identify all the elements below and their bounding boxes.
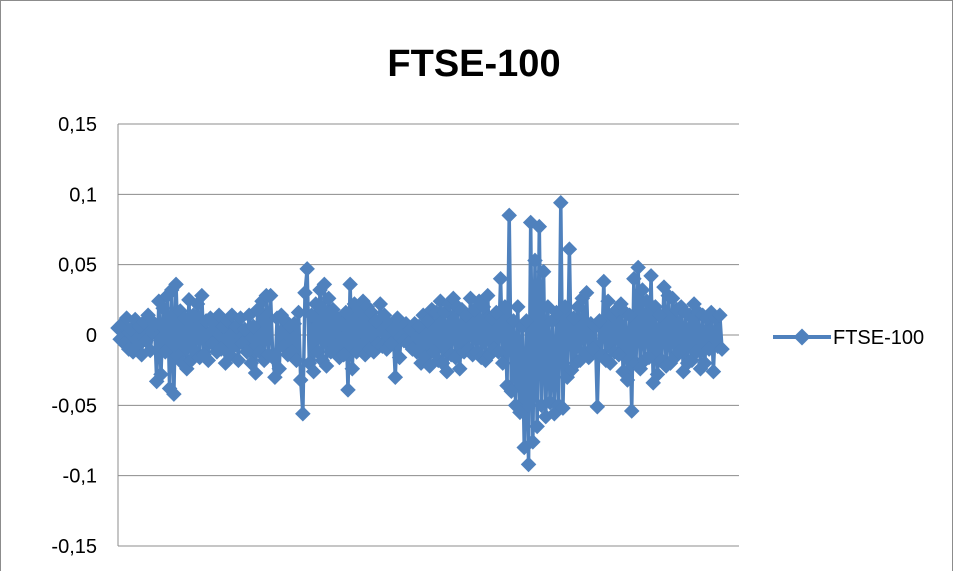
data-point xyxy=(295,405,311,422)
data-point xyxy=(245,318,262,335)
data-point xyxy=(342,276,358,293)
data-point xyxy=(553,194,569,211)
chart-title: FTSE-100 xyxy=(387,43,560,85)
data-point xyxy=(643,268,659,284)
data-point xyxy=(387,369,404,385)
data-point xyxy=(194,287,210,304)
data-point xyxy=(520,456,537,473)
legend: FTSE-100 xyxy=(773,327,924,349)
legend-label: FTSE-100 xyxy=(833,327,924,349)
data-point xyxy=(157,344,174,360)
data-point xyxy=(142,342,159,359)
y-tick-label: -0,05 xyxy=(51,395,97,417)
y-tick-label: 0,15 xyxy=(58,114,97,136)
data-point xyxy=(596,273,612,290)
data-point xyxy=(230,352,247,369)
legend-marker xyxy=(793,328,811,346)
data-point xyxy=(340,382,356,398)
y-tick-label: 0,05 xyxy=(58,255,97,277)
data-point xyxy=(561,241,578,257)
data-point xyxy=(247,365,264,381)
data-point xyxy=(510,299,526,315)
data-point xyxy=(153,366,169,383)
data-point xyxy=(155,300,171,317)
data-point xyxy=(492,270,509,287)
data-point xyxy=(292,372,309,388)
y-tick-label: 0,1 xyxy=(69,184,97,206)
y-tick-label: -0,1 xyxy=(63,466,97,488)
data-point xyxy=(166,386,182,402)
series-line xyxy=(116,201,724,467)
y-axis-ticks: 0,15 0,1 0,05 0 -0,05 -0,1 -0,15 xyxy=(51,114,97,558)
data-point xyxy=(531,218,548,235)
data-point xyxy=(146,315,163,332)
series-ftse-100 xyxy=(110,194,730,473)
data-point xyxy=(501,207,517,224)
data-point xyxy=(168,276,184,293)
data-point xyxy=(589,398,606,415)
data-point xyxy=(299,261,315,277)
data-point xyxy=(297,285,313,301)
y-tick-label: 0 xyxy=(86,325,97,347)
y-tick-label: -0,15 xyxy=(51,536,97,558)
data-point xyxy=(200,352,217,369)
